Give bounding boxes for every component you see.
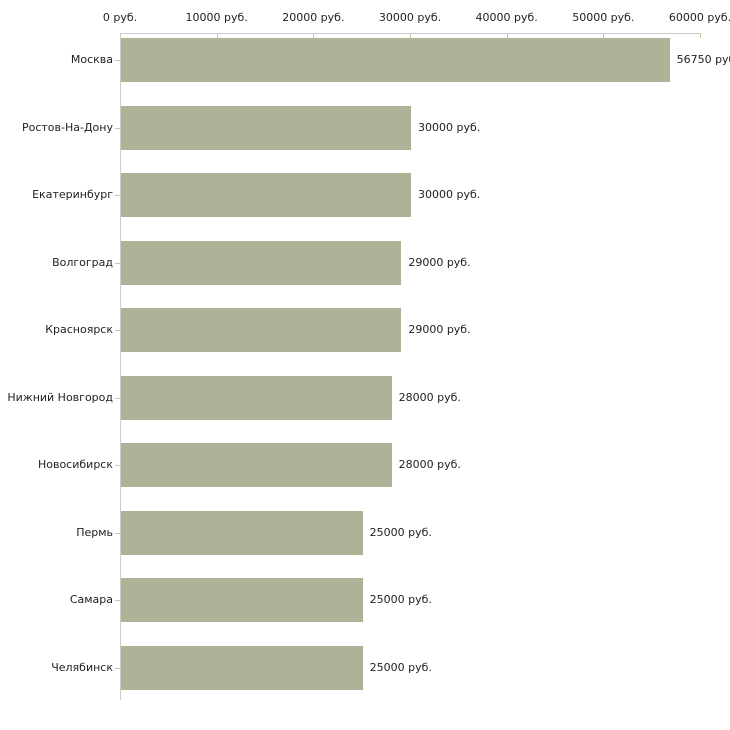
value-label: 29000 руб. bbox=[408, 255, 471, 269]
bar bbox=[121, 578, 363, 623]
x-axis-tick-label: 50000 руб. bbox=[572, 11, 635, 24]
category-label: Новосибирск bbox=[37, 458, 113, 472]
x-axis-tick-label: 20000 руб. bbox=[282, 11, 345, 24]
bar bbox=[121, 240, 402, 285]
x-axis-tick-mark bbox=[506, 34, 508, 38]
x-axis-tick-mark bbox=[410, 34, 411, 38]
x-axis-tick-label: 0 руб. bbox=[102, 11, 138, 24]
bar bbox=[121, 105, 411, 150]
y-axis-tick-mark bbox=[115, 195, 120, 197]
y-axis-tick-mark bbox=[115, 465, 120, 467]
category-label: Волгоград bbox=[52, 255, 113, 269]
y-axis-tick-mark bbox=[115, 127, 120, 129]
x-axis-tick-mark bbox=[313, 34, 315, 38]
value-label: 28000 руб. bbox=[398, 390, 461, 404]
y-axis-line bbox=[120, 33, 121, 700]
x-axis-tick-label: 60000 руб. bbox=[668, 11, 730, 24]
value-label: 30000 руб. bbox=[418, 188, 481, 202]
category-label: Самара bbox=[69, 593, 113, 607]
bar bbox=[121, 38, 670, 82]
y-axis-tick-mark bbox=[115, 532, 120, 534]
y-axis-tick-mark bbox=[115, 330, 120, 332]
bar bbox=[121, 308, 402, 353]
y-axis-tick-mark bbox=[115, 60, 120, 61]
x-axis-tick-mark bbox=[120, 34, 121, 38]
value-label: 30000 руб. bbox=[418, 120, 481, 134]
category-label: Нижний Новгород bbox=[7, 390, 113, 404]
y-axis-tick-mark bbox=[115, 262, 120, 264]
bar bbox=[121, 375, 392, 420]
bar bbox=[121, 443, 392, 488]
x-axis-tick-mark bbox=[603, 34, 605, 38]
bar bbox=[121, 646, 363, 691]
category-label: Пермь bbox=[76, 525, 113, 539]
x-axis-tick-mark bbox=[216, 34, 218, 38]
value-label: 25000 руб. bbox=[369, 525, 432, 539]
value-label: 25000 руб. bbox=[369, 661, 432, 675]
x-axis-tick-label: 40000 руб. bbox=[475, 11, 538, 24]
y-axis-tick-mark bbox=[115, 668, 120, 670]
category-label: Екатеринбург bbox=[32, 188, 113, 202]
y-axis-tick-mark bbox=[115, 600, 120, 602]
x-axis-tick-label: 10000 руб. bbox=[185, 11, 248, 24]
value-label: 25000 руб. bbox=[369, 593, 432, 607]
bar bbox=[121, 173, 411, 218]
x-axis-tick-mark bbox=[700, 34, 701, 38]
category-label: Красноярск bbox=[45, 323, 113, 337]
value-label: 28000 руб. bbox=[398, 458, 461, 472]
bar bbox=[121, 510, 363, 555]
x-axis-tick-label: 30000 руб. bbox=[378, 11, 442, 24]
y-axis-tick-mark bbox=[115, 397, 120, 399]
category-label: Челябинск bbox=[51, 661, 113, 675]
x-axis-line bbox=[120, 33, 701, 34]
value-label: 29000 руб. bbox=[408, 323, 471, 337]
category-label: Ростов-На-Дону bbox=[21, 120, 113, 134]
category-label: Москва bbox=[70, 53, 113, 66]
value-label: 56750 руб bbox=[676, 53, 730, 66]
